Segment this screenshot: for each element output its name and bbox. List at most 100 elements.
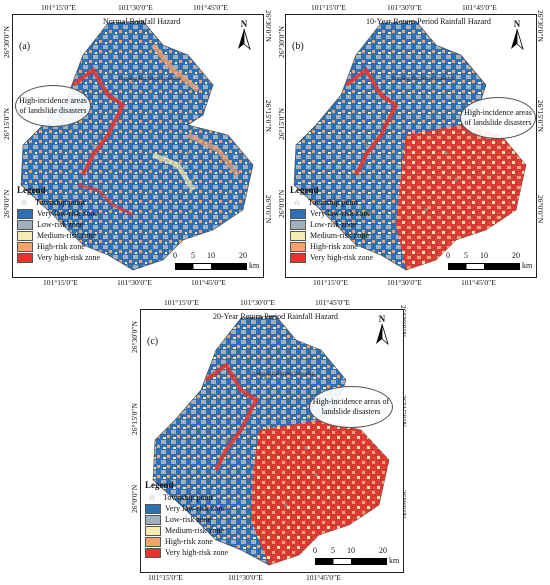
scale-tick-20: 20 [379,546,387,555]
township-point-icon: ☆ [293,198,301,207]
high-hazard-zone-b [396,125,526,270]
region-shape-a [20,20,254,271]
legend-swatch [145,503,161,514]
scale-unit: km [522,261,533,270]
top-lon-1: 101°15′0″E [164,298,199,307]
map-frame-a: Normal Rainfall Hazard (a) Yongxing Dai … [12,14,264,278]
hazard-map-a [20,20,254,271]
top-lon-3: 101°45′0″E [193,3,228,12]
panel-label-c: (c) [147,336,159,347]
panel-label-b: (b) [292,41,304,52]
bottom-lon-1: 101°15′0″E [313,278,348,287]
callout-b: High-incidence areas of landslide disast… [460,97,536,139]
north-arrow-icon [511,28,524,51]
legend-township: Township point [163,493,213,502]
map-frame-c: 20-Year Return Period Rainfall Hazard (c… [140,309,404,573]
legend-swatch [17,219,33,230]
legend-zone-2: Low-risk zone [37,220,84,229]
bottom-lon-2: 101°30′0″E [387,278,422,287]
right-lat-1: 26°30′0″N [264,10,273,42]
legend-swatch [17,241,33,252]
north-arrow-a: N [235,19,253,56]
north-label-c: N [378,314,386,324]
legend-swatch [17,252,33,263]
legend-zone-2: Low-risk zone [165,515,212,524]
legend-swatch [290,252,306,263]
township-point-icon: ☆ [20,198,28,207]
north-label-a: N [240,19,248,29]
panel-a: 101°15′0″E 101°30′0″E 101°45′0″E 26°30′0… [0,0,275,290]
top-lon-3: 101°45′0″E [315,298,350,307]
left-lat-2: 26°15′0″N [130,403,139,435]
scale-tick-10: 10 [480,251,488,260]
legend-swatch [290,241,306,252]
callout-a: High-incidence areas of landslide disast… [15,85,91,127]
left-lat-1: 26°30′0″N [130,321,139,353]
legend-zone-4: High-risk zone [165,537,213,546]
bottom-lon-2: 101°30′0″E [117,278,152,287]
scale-unit: km [389,556,400,565]
scale-tick-10: 10 [347,546,355,555]
legend-township: Township point [35,198,85,207]
scale-tick-0: 0 [173,251,177,260]
scale-tick-5: 5 [464,251,468,260]
legend-zone-4: High-risk zone [37,242,85,251]
right-lat-1: 26°30′0″N [536,10,545,42]
map-frame-b: 10-Year Return Period Rainfall Hazard (b… [285,14,537,278]
panel-title-a: Normal Rainfall Hazard [103,17,181,26]
legend-swatch [290,208,306,219]
bottom-lon-3: 101°45′0″E [306,573,341,582]
bottom-lon-3: 101°45′0″E [191,278,226,287]
top-lon-2: 101°30′0″E [387,3,422,12]
bottom-lon-2: 101°30′0″E [228,573,263,582]
legend-b: Legend ☆ Township point Very low-risk zon… [290,185,373,263]
scale-tick-10: 10 [207,251,215,260]
legend-swatch [145,536,161,547]
legend-zone-3: Medium-risk zone [165,526,224,535]
scale-tick-5: 5 [191,251,195,260]
right-lat-3: 26°0′0″N [264,195,273,224]
panel-title-c: 20-Year Return Period Rainfall Hazard [213,312,338,321]
callout-c: High-incidence areas of landslide disast… [309,386,393,428]
legend-zone-3: Medium-risk zone [310,231,369,240]
scale-tick-0: 0 [313,546,317,555]
north-arrow-icon [238,28,251,51]
scalebar-c: 0 5 10 20 km [313,546,401,568]
legend-zone-1: Very low-risk zone [37,209,98,218]
legend-swatch [290,230,306,241]
township-label-c: Yongxing Dai Ethnic Township [251,372,315,377]
legend-zone-4: High-risk zone [310,242,358,251]
legend-zone-1: Very low-risk zone [165,504,226,513]
north-arrow-c: N [373,314,391,351]
legend-township: Township point [308,198,358,207]
hazard-map-c [152,315,390,566]
legend-zone-5: Very high-risk zone [310,253,374,262]
top-lon-2: 101°30′0″E [118,3,153,12]
scale-tick-20: 20 [239,251,247,260]
legend-title: Legend [17,185,46,195]
right-lat-3: 26°0′0″N [536,195,545,224]
legend-zone-1: Very low-risk zone [310,209,371,218]
legend-swatch [145,514,161,525]
top-lon-1: 101°15′0″E [41,3,76,12]
panel-label-a: (a) [19,41,31,52]
scale-tick-20: 20 [512,251,520,260]
left-lat-2: 26°15′0″N [2,108,11,140]
legend-swatch [17,230,33,241]
legend-swatch [17,208,33,219]
top-lon-1: 101°15′0″E [311,3,346,12]
left-lat-3: 26°0′0″N [2,189,11,218]
bottom-lon-1: 101°15′0″E [43,278,78,287]
scalebar-a: 0 5 10 20 km [173,251,261,273]
scalebar-b: 0 5 10 20 km [446,251,534,273]
north-arrow-icon [376,323,389,346]
top-lon-2: 101°30′0″E [240,298,275,307]
high-hazard-zone-c [251,420,389,565]
north-label-b: N [513,19,521,29]
legend-swatch [145,547,161,558]
panel-c: 101°15′0″E 101°30′0″E 101°45′0″E 26°30′0… [128,295,418,585]
north-arrow-b: N [508,19,526,56]
township-point-icon: ☆ [148,493,156,502]
legend-title: Legend [145,480,174,490]
legend-swatch [290,219,306,230]
